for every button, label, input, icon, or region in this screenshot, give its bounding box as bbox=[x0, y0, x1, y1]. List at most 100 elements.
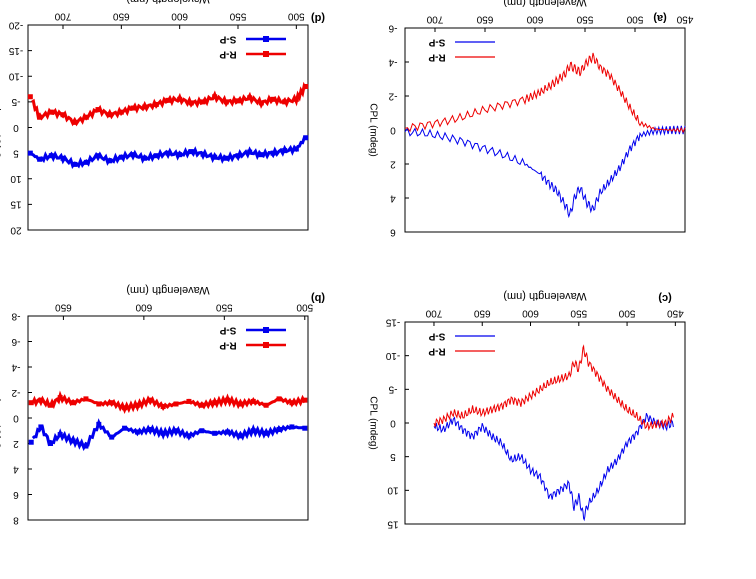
x-tick-label: 550 bbox=[576, 13, 593, 24]
y-tick-label: -4 bbox=[11, 361, 20, 372]
data-point bbox=[270, 96, 276, 102]
legend-marker bbox=[263, 327, 269, 333]
panel-label: (b) bbox=[311, 292, 325, 304]
data-point bbox=[83, 114, 89, 120]
data-point bbox=[177, 96, 183, 102]
legend-label: R-P bbox=[428, 51, 446, 62]
data-point bbox=[212, 94, 218, 100]
x-tick-label: 550 bbox=[570, 307, 587, 318]
series-line bbox=[433, 344, 674, 432]
data-point bbox=[199, 428, 205, 434]
y-tick-label: 5 bbox=[13, 147, 19, 158]
legend-label: S-P bbox=[219, 33, 236, 44]
x-tick-label: 650 bbox=[113, 10, 130, 21]
data-point bbox=[165, 97, 171, 103]
data-point bbox=[147, 397, 153, 403]
data-point bbox=[48, 402, 54, 408]
series-S-P bbox=[27, 135, 309, 169]
y-tick-label: 20 bbox=[10, 224, 22, 235]
series-line bbox=[404, 52, 686, 134]
x-tick-label: 550 bbox=[229, 10, 246, 21]
legend-label: S-P bbox=[219, 324, 236, 335]
y-tick-label: 6 bbox=[13, 489, 19, 500]
data-point bbox=[188, 100, 194, 106]
data-point bbox=[134, 429, 140, 435]
legend: S-P R-P bbox=[219, 33, 286, 59]
x-tick-label: 500 bbox=[626, 13, 643, 24]
y-tick-label: -15 bbox=[8, 45, 23, 56]
data-point bbox=[270, 150, 276, 156]
x-tick-label: 500 bbox=[296, 301, 313, 312]
data-point bbox=[142, 104, 148, 110]
data-point bbox=[72, 119, 78, 125]
data-point bbox=[293, 146, 299, 152]
panel-1: (a) 450 500 550 600 650 700 Wavelength (nm) -6 -4… bbox=[367, 0, 693, 237]
data-point bbox=[48, 153, 54, 159]
y-tick-label: 2 bbox=[390, 158, 396, 169]
y-tick-label: -10 bbox=[385, 350, 400, 361]
y-tick-label: 0 bbox=[390, 417, 396, 428]
data-point bbox=[186, 433, 192, 439]
x-tick-label: 700 bbox=[425, 307, 442, 318]
x-tick-label: 600 bbox=[526, 13, 543, 24]
y-tick-label: 4 bbox=[390, 192, 396, 203]
data-point bbox=[122, 405, 128, 411]
data-point bbox=[303, 135, 309, 141]
data-point bbox=[258, 100, 264, 106]
legend-label: R-P bbox=[428, 345, 446, 356]
data-point bbox=[83, 396, 89, 402]
data-point bbox=[96, 401, 102, 407]
plot-frame bbox=[404, 27, 686, 233]
x-tick-label: 600 bbox=[135, 301, 152, 312]
y-tick-label: -6 bbox=[388, 22, 397, 33]
legend: S-P R-P bbox=[219, 324, 286, 350]
data-point bbox=[48, 109, 54, 115]
data-point bbox=[142, 155, 148, 161]
y-tick-label: 10 bbox=[10, 173, 22, 184]
data-point bbox=[165, 150, 171, 156]
data-point bbox=[70, 438, 76, 444]
data-point bbox=[250, 398, 256, 404]
x-tick-label: 650 bbox=[55, 301, 72, 312]
x-tick-label: 450 bbox=[667, 307, 684, 318]
data-point bbox=[282, 148, 288, 154]
data-point bbox=[57, 432, 63, 438]
data-point bbox=[122, 425, 128, 431]
data-point bbox=[225, 397, 231, 403]
legend-marker bbox=[263, 342, 269, 348]
series-R-P bbox=[27, 81, 309, 127]
legend-marker bbox=[263, 51, 269, 57]
data-point bbox=[134, 402, 140, 408]
x-tick-label: 600 bbox=[171, 10, 188, 21]
data-point bbox=[48, 441, 54, 446]
data-point bbox=[276, 426, 282, 432]
data-point bbox=[293, 96, 299, 102]
y-tick-label: -6 bbox=[11, 336, 20, 347]
data-point bbox=[212, 154, 218, 160]
series-R-P bbox=[404, 52, 686, 134]
y-tick-label: 10 bbox=[387, 485, 399, 496]
data-point bbox=[60, 155, 66, 161]
legend-label: S-P bbox=[428, 36, 445, 47]
x-axis-label: Wavelength (nm) bbox=[126, 0, 209, 5]
x-axis-label: Wavelength (nm) bbox=[503, 290, 586, 302]
x-tick-label: 600 bbox=[522, 307, 539, 318]
data-point bbox=[147, 426, 153, 432]
series-S-P bbox=[28, 418, 308, 452]
data-point bbox=[258, 152, 264, 158]
data-point bbox=[83, 443, 89, 449]
data-point bbox=[199, 402, 205, 408]
y-tick-label: -2 bbox=[388, 90, 397, 101]
data-point bbox=[237, 433, 243, 439]
y-tick-label: 8 bbox=[13, 514, 19, 525]
y-tick-label: -20 bbox=[8, 19, 23, 30]
legend-marker bbox=[263, 36, 269, 42]
y-tick-label: -5 bbox=[11, 96, 20, 107]
y-tick-label: 15 bbox=[10, 199, 22, 210]
data-point bbox=[212, 430, 218, 436]
panel-label: (a) bbox=[653, 12, 667, 24]
data-point bbox=[83, 159, 89, 165]
x-tick-label: 650 bbox=[476, 13, 493, 24]
data-point bbox=[289, 400, 295, 406]
